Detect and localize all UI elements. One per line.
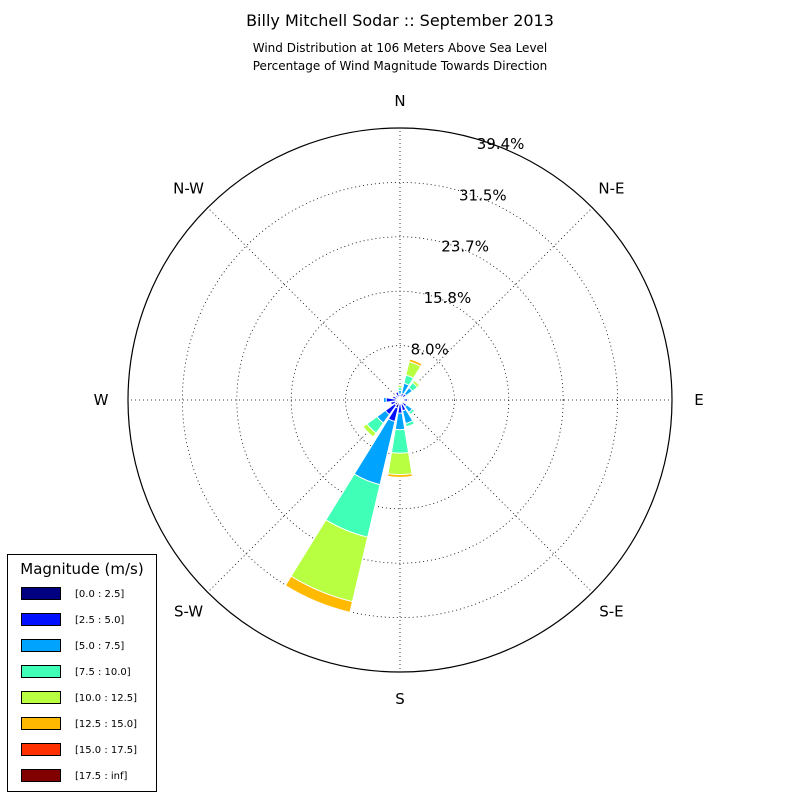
grid-spoke-5 xyxy=(207,399,401,593)
legend-label: [10.0 : 12.5] xyxy=(75,693,138,704)
compass-label-n: N xyxy=(394,92,405,110)
radial-tick-label-2: 23.7% xyxy=(441,238,489,256)
compass-label-e: E xyxy=(694,391,703,409)
grid-circle-0 xyxy=(345,345,455,455)
grid-circle-3 xyxy=(181,181,619,619)
legend-swatch xyxy=(21,691,61,704)
legend-swatch xyxy=(21,639,61,652)
wedge-e-bin-1 xyxy=(399,398,409,402)
compass-label-n-e: N-E xyxy=(598,180,624,198)
legend-label: [12.5 : 15.0] xyxy=(75,719,138,730)
grid-circle-2 xyxy=(236,236,564,564)
compass-label-s: S xyxy=(395,690,405,708)
legend-label: [5.0 : 7.5] xyxy=(75,641,125,652)
chart-title: Billy Mitchell Sodar :: September 2013 xyxy=(246,11,554,30)
legend-label: [0.0 : 2.5] xyxy=(75,589,125,600)
legend-label: [7.5 : 10.0] xyxy=(75,667,131,678)
legend-swatch xyxy=(21,665,61,678)
legend-label: [15.0 : 17.5] xyxy=(75,745,138,756)
compass-label-s-w: S-W xyxy=(174,602,203,620)
legend-swatch xyxy=(21,717,61,730)
legend-swatch xyxy=(21,743,61,756)
compass-label-n-w: N-W xyxy=(173,180,204,198)
legend-title: Magnitude (m/s) xyxy=(20,560,144,578)
wedge-w-bin-1 xyxy=(385,397,401,403)
wedge-s-bin-1 xyxy=(397,399,403,414)
radial-tick-label-4: 39.4% xyxy=(477,135,525,153)
wedge-ssw-bin-2 xyxy=(353,399,401,486)
compass-label-w: W xyxy=(94,391,109,409)
grid-spoke-7 xyxy=(207,207,401,401)
legend-label: [17.5 : inf] xyxy=(75,771,128,782)
legend-label: [2.5 : 5.0] xyxy=(75,615,125,626)
legend-swatch xyxy=(21,769,61,782)
wedge-s-bin-2 xyxy=(394,399,406,431)
radial-tick-label-3: 31.5% xyxy=(459,186,507,204)
wedge-nnw-bin-0 xyxy=(397,396,401,401)
legend-swatch xyxy=(21,613,61,626)
chart-subtitle-line1: Wind Distribution at 106 Meters Above Se… xyxy=(252,41,548,55)
legend-swatch xyxy=(21,587,61,600)
radial-tick-label-1: 15.8% xyxy=(424,289,472,307)
chart-subtitle-line2: Percentage of Wind Magnitude Towards Dir… xyxy=(252,59,548,73)
outer-circle xyxy=(127,127,673,673)
grid-spoke-3 xyxy=(399,399,593,593)
legend: Magnitude (m/s) [0.0 : 2.5] [2.5 : 5.0] [5… xyxy=(7,554,157,792)
radial-tick-label-0: 8.0% xyxy=(411,341,449,359)
grid-spoke-1 xyxy=(399,207,593,401)
compass-label-s-e: S-E xyxy=(599,602,623,620)
